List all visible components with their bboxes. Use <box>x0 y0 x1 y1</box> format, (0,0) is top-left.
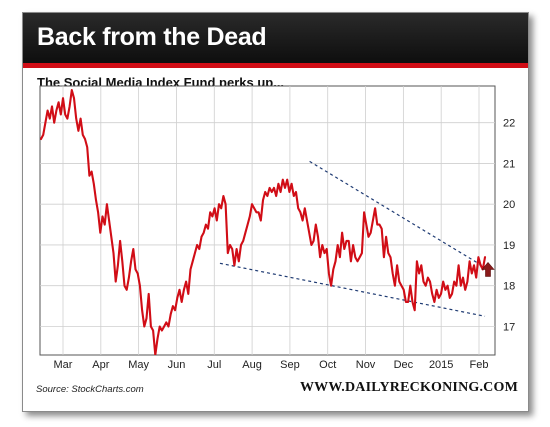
y-tick-label: 22 <box>503 118 515 130</box>
x-tick-label: Mar <box>54 359 73 371</box>
line-chart: 17 18 19 20 21 22 Mar Apr May Jun Jul Aug Sep Oct Nov… <box>39 85 515 371</box>
x-tick-label: Apr <box>92 359 109 371</box>
up-arrow-icon <box>481 261 495 277</box>
y-tick-label: 19 <box>503 240 515 252</box>
trendline-layer <box>219 160 486 317</box>
x-tick-label: Oct <box>319 359 336 371</box>
header-bar: Back from the Dead <box>23 13 528 63</box>
chart-title: Back from the Dead <box>37 23 267 51</box>
price-line <box>40 89 487 355</box>
x-tick-label: 2015 <box>429 359 453 371</box>
x-tick-label: Jun <box>168 359 186 371</box>
y-tick-label: 20 <box>503 199 515 211</box>
price-line-layer <box>40 89 487 355</box>
x-tick-label: Jul <box>207 359 221 371</box>
y-tick-label: 17 <box>503 321 515 333</box>
plot-area <box>39 85 496 356</box>
y-tick-label: 18 <box>503 281 515 293</box>
x-tick-label: May <box>128 359 149 371</box>
upper-trendline <box>309 160 486 268</box>
website-credit: WWW.DAILYRECKONING.COM <box>299 380 518 395</box>
x-tick-label: Nov <box>356 359 376 371</box>
grid-layer <box>40 86 495 355</box>
x-tick-label: Feb <box>470 359 489 371</box>
x-tick-label: Aug <box>242 359 262 371</box>
y-axis-labels: 17 18 19 20 21 22 <box>503 118 515 334</box>
chart-card: Back from the Dead The Social Media Inde… <box>22 12 529 412</box>
accent-stripe <box>23 63 528 68</box>
x-tick-label: Dec <box>394 359 414 371</box>
y-tick-label: 21 <box>503 158 515 170</box>
x-axis-labels: Mar Apr May Jun Jul Aug Sep Oct Nov Dec 2015 Feb <box>54 359 489 371</box>
x-tick-label: Sep <box>280 359 300 371</box>
marker-layer <box>481 261 495 277</box>
source-note: Source: StockCharts.com <box>36 384 144 395</box>
